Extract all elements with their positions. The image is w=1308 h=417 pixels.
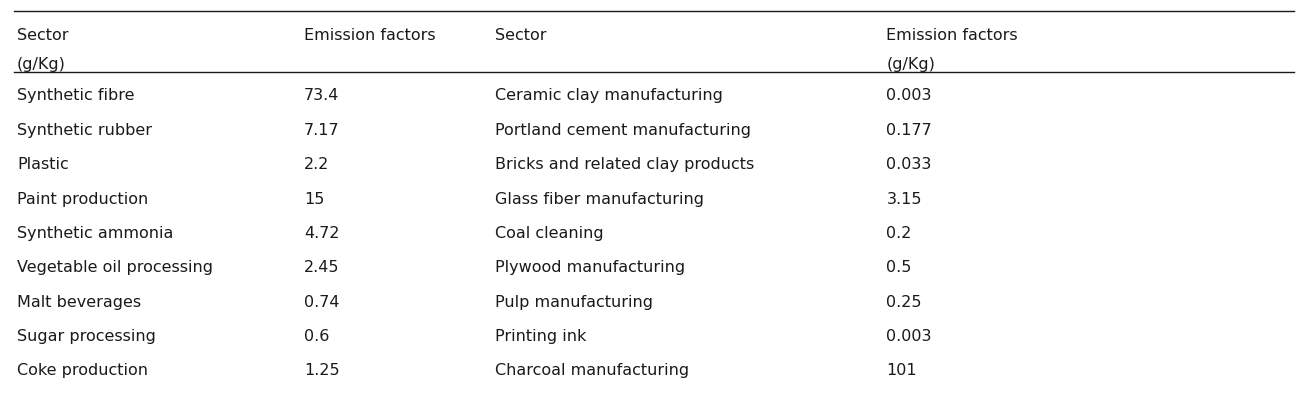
Text: 2.45: 2.45 [305,260,340,275]
Text: Emission factors: Emission factors [887,28,1018,43]
Text: Glass fiber manufacturing: Glass fiber manufacturing [494,191,704,206]
Text: Paint production: Paint production [17,191,148,206]
Text: Synthetic rubber: Synthetic rubber [17,123,152,138]
Text: Plywood manufacturing: Plywood manufacturing [494,260,685,275]
Text: Pulp manufacturing: Pulp manufacturing [494,295,653,310]
Text: 101: 101 [887,364,917,378]
Text: Plastic: Plastic [17,157,69,172]
Text: 7.17: 7.17 [305,123,340,138]
Text: (g/Kg): (g/Kg) [17,57,65,72]
Text: Coal cleaning: Coal cleaning [494,226,603,241]
Text: (g/Kg): (g/Kg) [887,57,935,72]
Text: 0.5: 0.5 [887,260,912,275]
Text: Vegetable oil processing: Vegetable oil processing [17,260,213,275]
Text: Synthetic fibre: Synthetic fibre [17,88,135,103]
Text: Emission factors: Emission factors [305,28,436,43]
Text: 3.15: 3.15 [887,191,922,206]
Text: 4.72: 4.72 [305,226,340,241]
Text: Malt beverages: Malt beverages [17,295,141,310]
Text: Sector: Sector [494,28,547,43]
Text: Sector: Sector [17,28,68,43]
Text: 73.4: 73.4 [305,88,340,103]
Text: Portland cement manufacturing: Portland cement manufacturing [494,123,751,138]
Text: Bricks and related clay products: Bricks and related clay products [494,157,753,172]
Text: 0.177: 0.177 [887,123,933,138]
Text: Ceramic clay manufacturing: Ceramic clay manufacturing [494,88,722,103]
Text: 15: 15 [305,191,324,206]
Text: 0.2: 0.2 [887,226,912,241]
Text: 0.25: 0.25 [887,295,922,310]
Text: 0.003: 0.003 [887,329,931,344]
Text: Coke production: Coke production [17,364,148,378]
Text: Sugar processing: Sugar processing [17,329,156,344]
Text: 0.033: 0.033 [887,157,931,172]
Text: 2.2: 2.2 [305,157,330,172]
Text: Printing ink: Printing ink [494,329,586,344]
Text: 0.6: 0.6 [305,329,330,344]
Text: 1.25: 1.25 [305,364,340,378]
Text: Synthetic ammonia: Synthetic ammonia [17,226,174,241]
Text: Charcoal manufacturing: Charcoal manufacturing [494,364,689,378]
Text: 0.74: 0.74 [305,295,340,310]
Text: 0.003: 0.003 [887,88,931,103]
